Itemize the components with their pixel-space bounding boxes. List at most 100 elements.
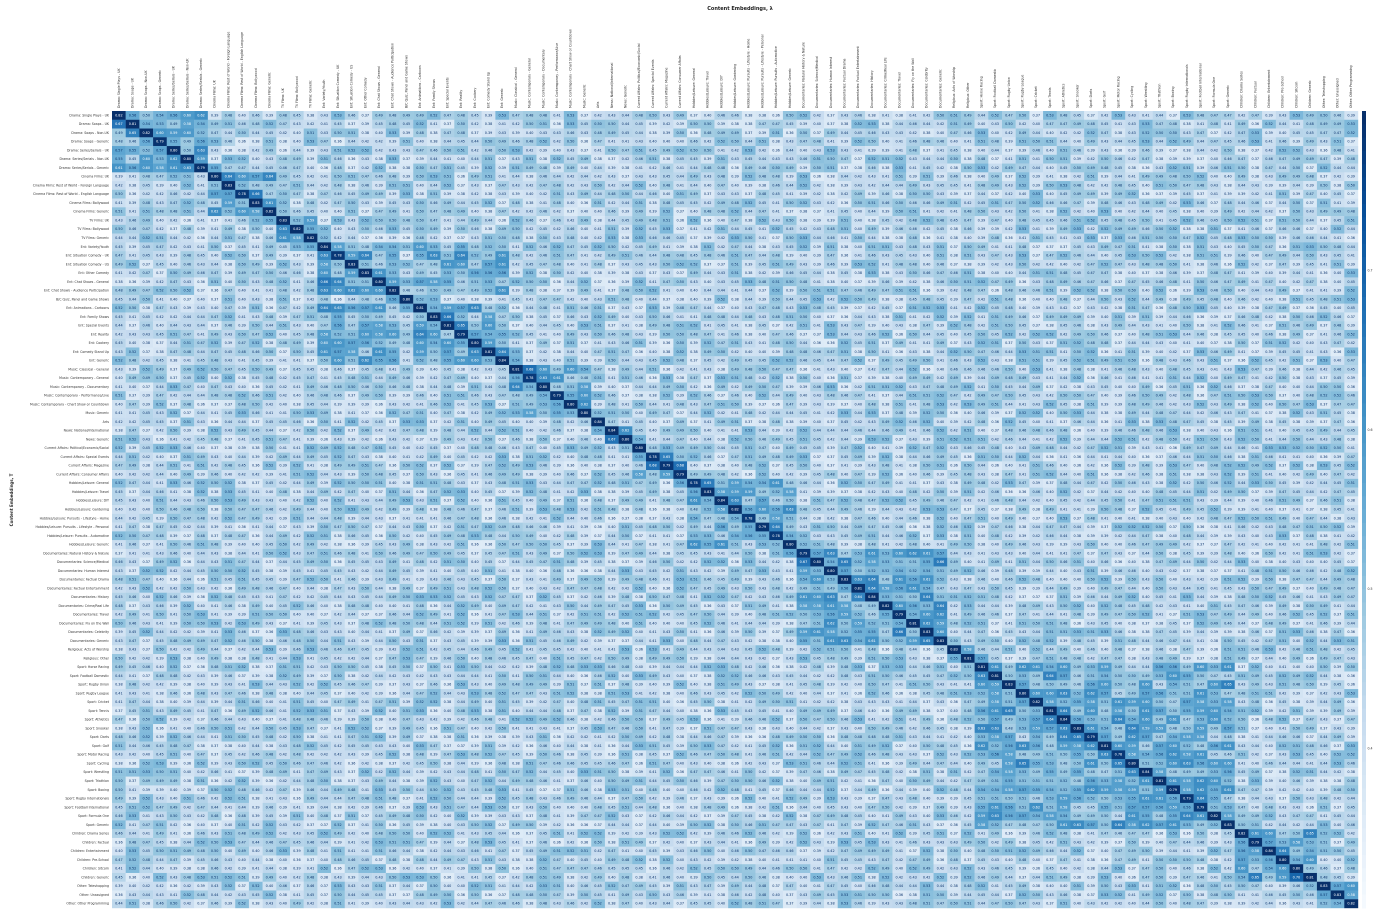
cell-value-label: 0.51 bbox=[1224, 166, 1232, 170]
cell-value-label: 0.50 bbox=[238, 262, 246, 266]
cell-value-label: 0.46 bbox=[964, 131, 972, 135]
cell-value-label: 0.82 bbox=[389, 289, 397, 293]
cell-value-label: 0.41 bbox=[266, 289, 274, 293]
cell-value-label: 0.43 bbox=[1101, 140, 1109, 144]
heatmap-cell bbox=[166, 119, 181, 129]
cell-value-label: 0.46 bbox=[225, 140, 233, 144]
cell-value-label: 0.51 bbox=[896, 315, 904, 319]
heatmap-cell bbox=[1015, 163, 1030, 173]
cell-value-label: 0.48 bbox=[1060, 297, 1068, 301]
cell-value-label: 0.49 bbox=[389, 341, 397, 345]
cell-value-label: 0.38 bbox=[225, 262, 233, 266]
cell-value-label: 0.48 bbox=[676, 306, 684, 310]
heatmap-cell bbox=[947, 128, 962, 138]
cell-value-label: 0.41 bbox=[690, 227, 698, 231]
cell-value-label: 0.41 bbox=[129, 210, 137, 214]
cell-value-label: 0.53 bbox=[827, 324, 835, 328]
cell-value-label: 0.40 bbox=[211, 306, 219, 310]
cell-value-label: 0.51 bbox=[403, 245, 411, 249]
cell-value-label: 0.50 bbox=[1293, 218, 1301, 222]
cell-value-label: 0.43 bbox=[731, 192, 739, 196]
cell-value-label: 0.52 bbox=[1019, 183, 1027, 187]
cell-value-label: 0.38 bbox=[1060, 175, 1068, 179]
cell-value-label: 0.53 bbox=[745, 280, 753, 284]
cell-value-label: 0.49 bbox=[868, 289, 876, 293]
heatmap-cell bbox=[522, 137, 537, 147]
cell-value-label: 0.40 bbox=[1224, 175, 1232, 179]
cell-value-label: 0.58 bbox=[430, 280, 438, 284]
y-tick-label: Sport: Golf bbox=[92, 744, 110, 748]
cell-value-label: 0.50 bbox=[868, 140, 876, 144]
x-tick-label: Hobbies/Leisure: Pursuits - Lifestyle - … bbox=[760, 34, 764, 108]
heatmap-cell bbox=[125, 119, 140, 129]
cell-value-label: 0.50 bbox=[1156, 131, 1164, 135]
cell-value-label: 0.53 bbox=[978, 131, 986, 135]
cell-value-label: 0.37 bbox=[1320, 218, 1328, 222]
heatmap-cell bbox=[426, 146, 441, 155]
cell-value-label: 0.51 bbox=[279, 324, 287, 328]
cell-value-label: 0.48 bbox=[307, 332, 315, 336]
cell-value-label: 0.51 bbox=[444, 254, 452, 258]
cell-value-label: 0.50 bbox=[498, 324, 506, 328]
heatmap-cell bbox=[125, 154, 140, 164]
cell-value-label: 0.41 bbox=[622, 324, 630, 328]
cell-value-label: 0.44 bbox=[649, 254, 657, 258]
x-tick-label: Ent: Chat Shows - Audience Participation bbox=[391, 43, 395, 108]
cell-value-label: 0.49 bbox=[457, 210, 465, 214]
y-tick-label: Sport: Boxing bbox=[88, 788, 110, 792]
cell-value-label: 0.36 bbox=[704, 218, 712, 222]
cell-value-label: 0.50 bbox=[1101, 157, 1109, 161]
cell-value-label: 0.39 bbox=[704, 297, 712, 301]
cell-value-label: 0.43 bbox=[896, 271, 904, 275]
cell-value-label: 0.39 bbox=[800, 192, 808, 196]
heatmap-cell bbox=[1330, 111, 1345, 120]
cell-value-label: 0.38 bbox=[649, 131, 657, 135]
cell-value-label: 0.50 bbox=[1293, 166, 1301, 170]
cell-value-label: 0.59 bbox=[170, 131, 178, 135]
cell-value-label: 0.37 bbox=[649, 271, 657, 275]
cell-value-label: 0.47 bbox=[1265, 306, 1273, 310]
cell-value-label: 0.36 bbox=[841, 315, 849, 319]
cell-value-label: 0.36 bbox=[1347, 236, 1355, 240]
cell-value-label: 0.44 bbox=[690, 166, 698, 170]
cell-value-label: 0.46 bbox=[854, 289, 862, 293]
cell-value-label: 0.42 bbox=[142, 192, 150, 196]
cell-value-label: 0.50 bbox=[252, 324, 260, 328]
heatmap-cell bbox=[755, 137, 770, 147]
heatmap-cell bbox=[180, 119, 195, 129]
heatmap-cell bbox=[248, 146, 263, 155]
cell-value-label: 0.43 bbox=[718, 192, 726, 196]
heatmap-cell bbox=[1152, 111, 1167, 120]
cell-value-label: 0.46 bbox=[1101, 280, 1109, 284]
cell-value-label: 0.47 bbox=[950, 131, 958, 135]
cell-value-label: 0.47 bbox=[184, 332, 192, 336]
cell-value-label: 0.40 bbox=[170, 297, 178, 301]
heatmap-cell bbox=[714, 154, 729, 164]
cell-value-label: 0.51 bbox=[457, 148, 465, 152]
cell-value-label: 0.41 bbox=[1183, 262, 1191, 266]
cell-value-label: 0.40 bbox=[375, 131, 383, 135]
x-tick-label: Ent: Other Comedy bbox=[363, 77, 367, 108]
cell-value-label: 0.47 bbox=[320, 324, 328, 328]
cell-value-label: 0.47 bbox=[279, 183, 287, 187]
cell-value-label: 0.41 bbox=[553, 113, 561, 117]
heatmap-cell bbox=[563, 137, 578, 147]
cell-value-label: 0.42 bbox=[1060, 332, 1068, 336]
heatmap-cell bbox=[687, 119, 701, 129]
cell-value-label: 0.37 bbox=[1293, 289, 1301, 293]
cell-value-label: 0.51 bbox=[238, 201, 246, 205]
heatmap-cell bbox=[207, 128, 222, 138]
cell-value-label: 0.52 bbox=[1156, 289, 1164, 293]
cell-value-label: 0.46 bbox=[937, 262, 945, 266]
cell-value-label: 0.48 bbox=[800, 280, 808, 284]
heatmap-cell bbox=[810, 111, 825, 120]
cell-value-label: 0.51 bbox=[1019, 140, 1027, 144]
x-tick-label: Sport: Formula One bbox=[1212, 77, 1216, 108]
cell-value-label: 0.40 bbox=[1074, 140, 1082, 144]
cell-value-label: 0.49 bbox=[608, 315, 616, 319]
heatmap-cell bbox=[536, 154, 551, 164]
x-tick-label: TV Films: Bollywood bbox=[295, 76, 299, 109]
cell-value-label: 0.47 bbox=[498, 210, 506, 214]
cell-value-label: 0.36 bbox=[1169, 289, 1177, 293]
cell-value-label: 0.43 bbox=[854, 183, 862, 187]
